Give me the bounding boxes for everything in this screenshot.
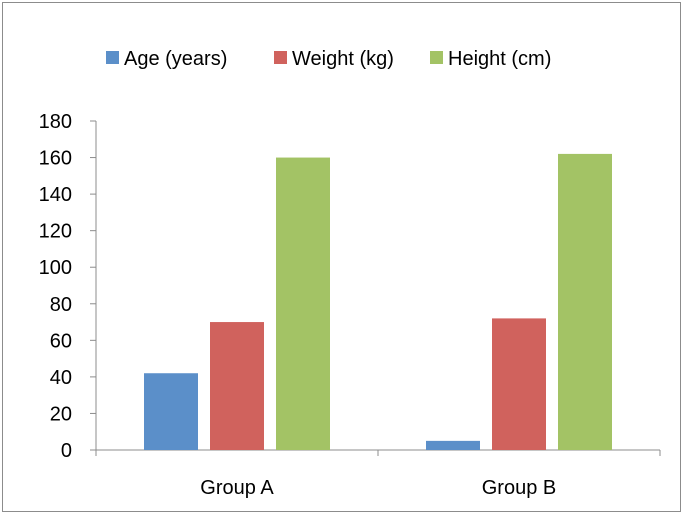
legend: Age (years) Weight (kg) Height (cm) [106,48,551,70]
legend-label: Age (years) [124,48,227,70]
y-tick-label: 140 [39,184,72,206]
bar-weight-group-b [492,318,546,450]
y-tick-label: 80 [50,294,72,316]
legend-label: Weight (kg) [292,48,394,70]
y-tick-label: 100 [39,257,72,279]
y-tick-label: 40 [50,367,72,389]
bar-height-group-a [276,157,330,451]
bar-age-group-a [144,373,198,450]
legend-label: Height (cm) [448,48,551,70]
legend-swatch [430,51,443,64]
bars [144,153,612,451]
y-tick-label: 0 [61,440,72,462]
y-tick-label: 180 [39,111,72,133]
y-tick-label: 20 [50,403,72,425]
x-tick-label: Group B [482,477,556,499]
y-axis: 0 20 40 60 80 100 120 140 160 180 [39,111,97,462]
bar-age-group-b [426,440,480,450]
x-axis: Group A Group B [95,449,661,499]
y-tick-label: 120 [39,221,72,243]
y-tick-label: 60 [50,330,72,352]
legend-swatch [274,51,287,64]
x-tick-label: Group A [200,477,274,499]
bar-weight-group-a [210,322,264,450]
legend-swatch [106,51,119,64]
y-tick-label: 160 [39,148,72,170]
bar-height-group-b [558,153,612,450]
